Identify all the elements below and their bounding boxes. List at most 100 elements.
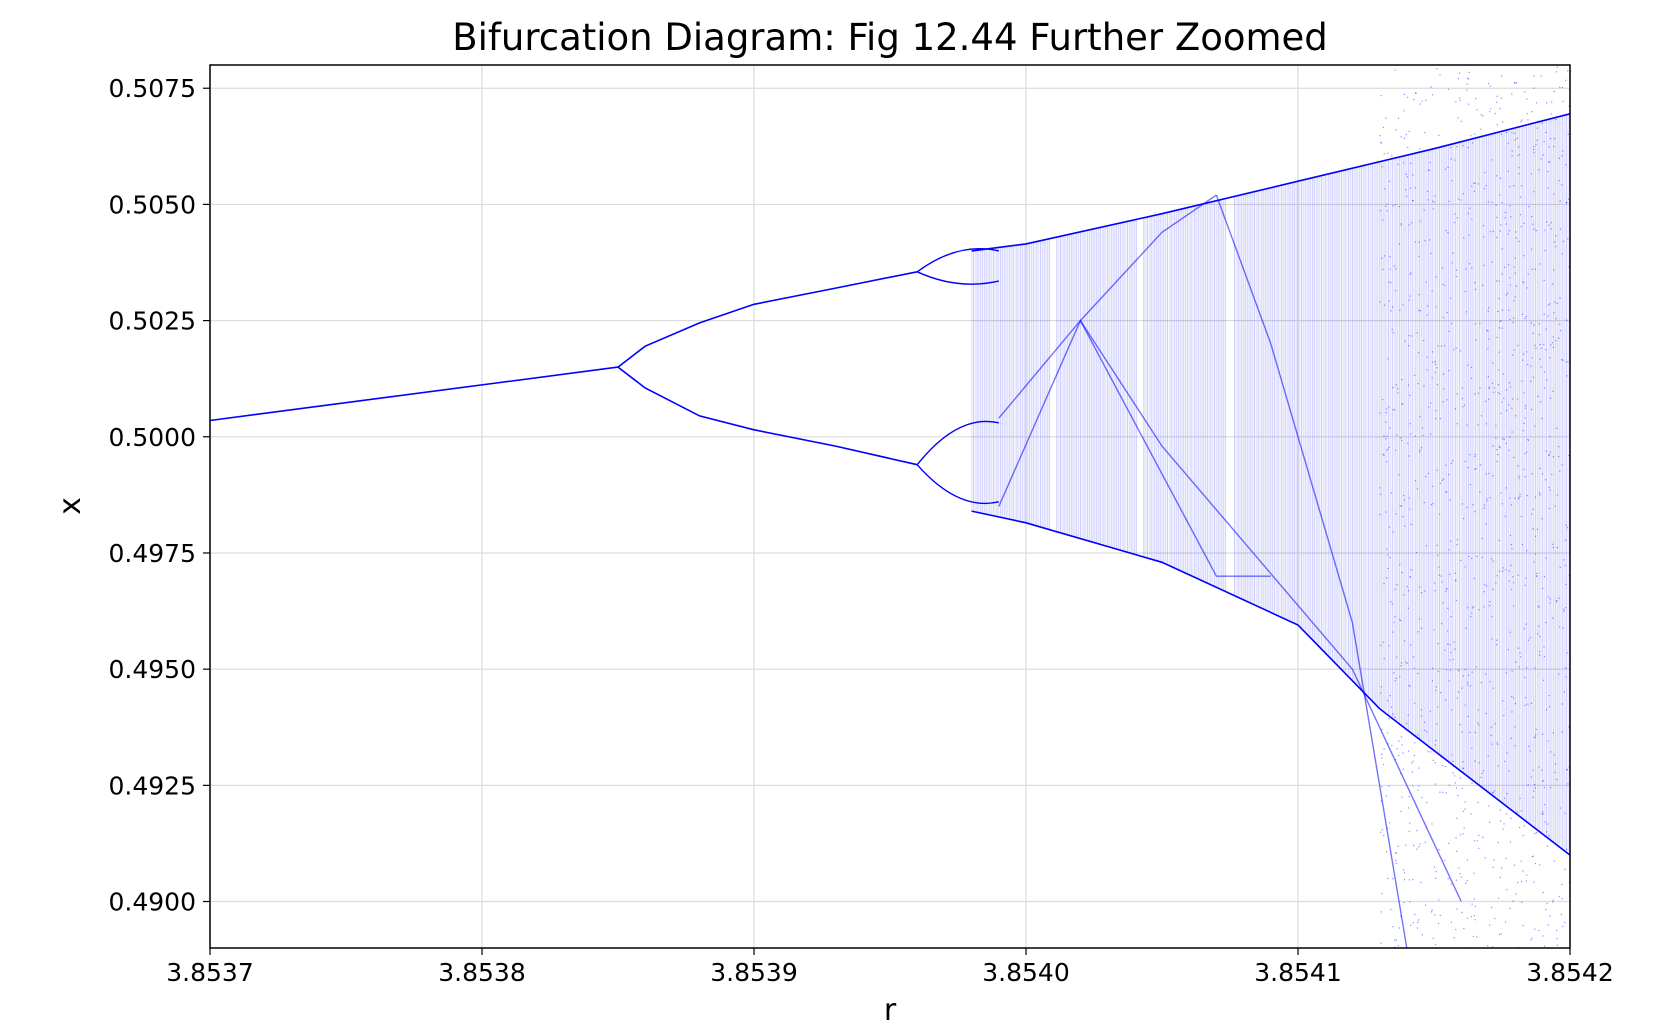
scatter-point [1487, 330, 1489, 332]
scatter-point [1558, 157, 1560, 159]
scatter-point [1426, 369, 1428, 371]
scatter-point [1496, 639, 1498, 641]
scatter-point [1542, 811, 1544, 813]
scatter-point [1517, 154, 1519, 157]
scatter-point [1400, 810, 1402, 813]
scatter-point [1448, 784, 1450, 786]
scatter-point [1448, 200, 1450, 202]
scatter-point [1379, 210, 1382, 212]
scatter-point [1466, 89, 1468, 91]
scatter-point [1509, 907, 1511, 909]
scatter-point [1424, 841, 1426, 843]
scatter-point [1566, 768, 1568, 770]
scatter-point [1439, 791, 1441, 793]
scatter-point [1506, 752, 1508, 754]
scatter-point [1397, 845, 1399, 847]
scatter-point [1396, 656, 1398, 658]
scatter-point [1401, 744, 1403, 746]
scatter-point [1501, 309, 1504, 311]
scatter-point [1561, 155, 1563, 157]
scatter-point [1471, 747, 1473, 749]
scatter-point [1395, 204, 1397, 206]
scatter-point [1393, 621, 1395, 623]
scatter-point [1411, 222, 1413, 224]
scatter-point [1462, 771, 1465, 773]
scatter-point [1529, 637, 1531, 639]
scatter-point [1526, 287, 1528, 289]
scatter-point [1379, 135, 1381, 137]
scatter-point [1409, 508, 1411, 510]
scatter-point [1523, 392, 1525, 394]
scatter-point [1435, 276, 1437, 278]
scatter-point [1402, 869, 1405, 871]
series-chaotic-band-upper-envelope [971, 113, 1571, 252]
scatter-point [1517, 465, 1519, 467]
scatter-point [1492, 792, 1494, 794]
scatter-point [1554, 301, 1556, 303]
scatter-point [1553, 241, 1556, 243]
scatter-point [1442, 316, 1444, 318]
scatter-point [1485, 400, 1487, 402]
scatter-point [1474, 905, 1476, 908]
scatter-point [1561, 703, 1563, 705]
scatter-point [1512, 398, 1514, 400]
scatter-point [1410, 924, 1412, 926]
scatter-point [1548, 224, 1550, 226]
scatter-point [1463, 517, 1465, 520]
scatter-point [1510, 817, 1512, 819]
scatter-point [1474, 511, 1476, 513]
scatter-point [1434, 195, 1436, 197]
scatter-point [1485, 473, 1487, 475]
scatter-point [1418, 352, 1420, 354]
scatter-point [1496, 336, 1498, 339]
scatter-point [1509, 631, 1511, 633]
scatter-point [1442, 478, 1445, 480]
scatter-point [1406, 176, 1409, 178]
scatter-point [1419, 148, 1421, 150]
scatter-point [1518, 146, 1520, 148]
x-tick-label: 3.8539 [710, 958, 797, 987]
scatter-point [1530, 702, 1533, 704]
scatter-point [1549, 598, 1551, 600]
scatter-point [1565, 164, 1567, 166]
scatter-point [1533, 790, 1535, 792]
scatter-point [1553, 90, 1555, 92]
scatter-point [1556, 494, 1558, 496]
scatter-point [1447, 232, 1449, 234]
scatter-point [1380, 142, 1382, 144]
scatter-point [1471, 366, 1473, 368]
scatter-point [1450, 883, 1452, 885]
scatter-point [1395, 677, 1397, 679]
scatter-point [1465, 311, 1468, 313]
scatter-point [1425, 281, 1427, 283]
scatter-point [1532, 769, 1534, 771]
x-axis-label: r [884, 993, 897, 1028]
scatter-point [1409, 273, 1411, 275]
scatter-point [1496, 216, 1498, 219]
scatter-point [1379, 831, 1382, 833]
scatter-point [1410, 433, 1412, 435]
scatter-point [1438, 566, 1440, 568]
scatter-point [1385, 412, 1387, 414]
scatter-point [1498, 351, 1500, 353]
scatter-point [1417, 383, 1419, 385]
scatter-point [1459, 350, 1461, 352]
scatter-point [1531, 268, 1533, 270]
scatter-point [1424, 721, 1426, 723]
scatter-point [1558, 673, 1560, 675]
scatter-point [1452, 765, 1455, 768]
scatter-point [1538, 334, 1540, 336]
scatter-point [1566, 769, 1568, 771]
scatter-point [1500, 177, 1502, 180]
scatter-point [1417, 672, 1419, 674]
scatter-point [1507, 404, 1510, 406]
scatter-point [1497, 454, 1499, 456]
y-tick-label: 0.5025 [109, 307, 196, 336]
scatter-point [1538, 929, 1540, 932]
band-crossing-curve [998, 319, 1462, 902]
scatter-point [1435, 739, 1437, 742]
scatter-point [1402, 752, 1404, 754]
scatter-point [1473, 182, 1475, 184]
scatter-point [1456, 817, 1458, 819]
scatter-point [1510, 504, 1512, 506]
